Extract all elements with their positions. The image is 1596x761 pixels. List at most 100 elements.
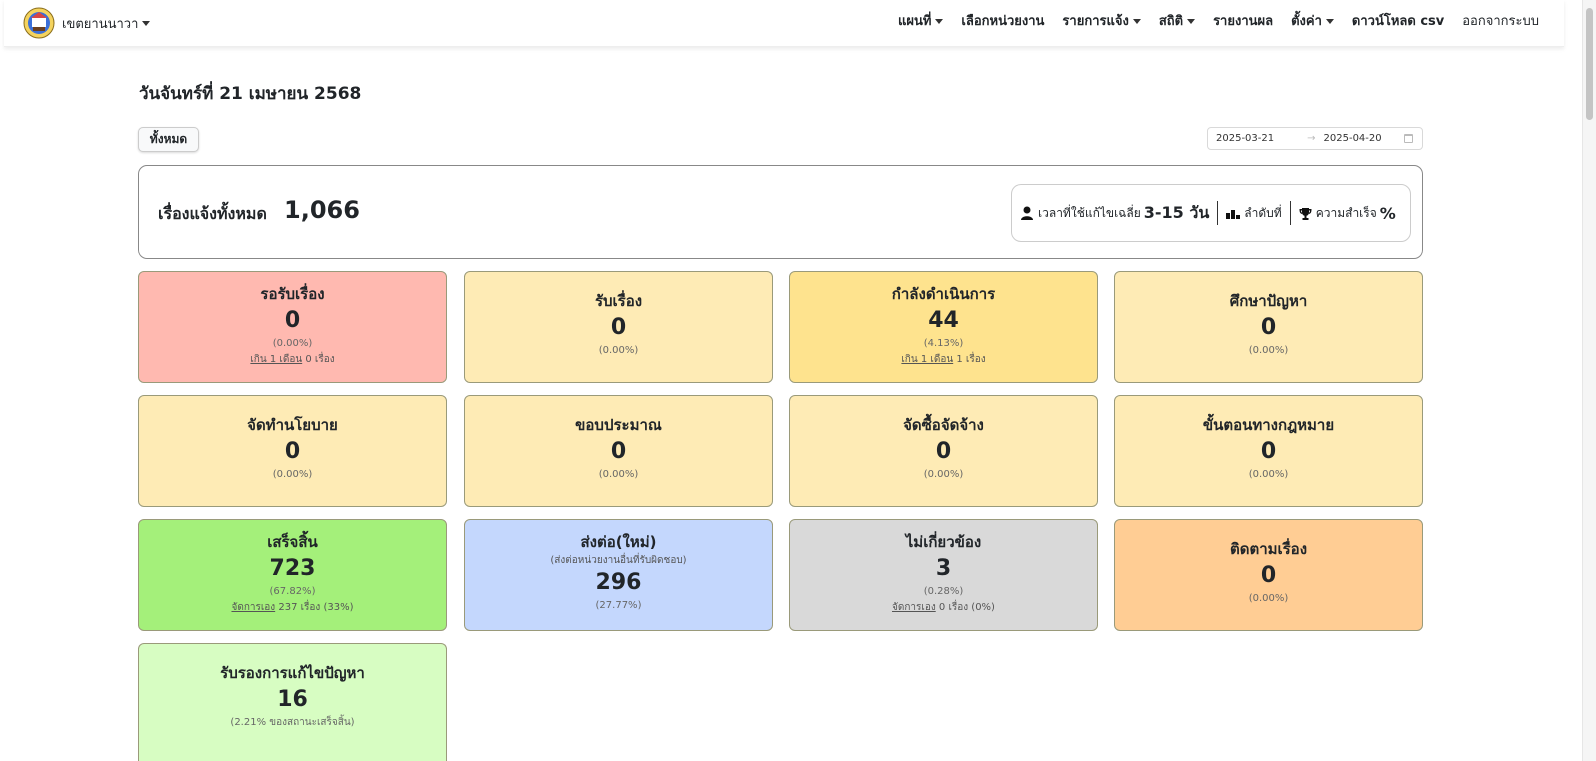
total-reports-value: 1,066 — [284, 196, 360, 224]
card-count: 0 — [1260, 563, 1277, 588]
status-card-inprogress[interactable]: กำลังดำเนินการ 44 (4.13%) เกิน 1 เดือน 1… — [789, 271, 1098, 383]
card-title: รับเรื่อง — [594, 292, 643, 310]
range-start-date[interactable]: 2025-03-21 — [1216, 133, 1275, 144]
card-percent: (0.00%) — [1248, 593, 1289, 604]
status-card-budget[interactable]: ขอบประมาณ 0 (0.00%) — [464, 395, 773, 507]
card-count: 0 — [610, 439, 627, 464]
card-self-handled: จัดการเอง 237 เรื่อง (33%) — [231, 602, 354, 613]
menu-reports-list[interactable]: รายการแจ้ง — [1062, 10, 1141, 31]
card-percent: (0.00%) — [598, 345, 639, 356]
menu-statistics[interactable]: สถิติ — [1159, 10, 1196, 31]
card-title: รอรับเรื่อง — [260, 285, 325, 303]
card-overdue: เกิน 1 เดือน 1 เรื่อง — [901, 354, 986, 365]
card-count: 44 — [928, 308, 959, 333]
card-title: ติดตามเรื่อง — [1229, 540, 1308, 558]
status-card-unrelated[interactable]: ไม่เกี่ยวข้อง 3 (0.28%) จัดการเอง 0 เรื่… — [789, 519, 1098, 631]
status-card-certified[interactable]: รับรองการแก้ไขปัญหา 16 (2.21% ของสถานะเส… — [138, 643, 447, 761]
menu-settings[interactable]: ตั้งค่า — [1291, 10, 1334, 31]
card-title: รับรองการแก้ไขปัญหา — [220, 664, 365, 682]
avg-time-value: 3-15 วัน — [1143, 202, 1210, 222]
calendar-icon — [1404, 134, 1413, 143]
card-title: กำลังดำเนินการ — [891, 285, 996, 303]
page-date-title: วันจันทร์ที่ 21 เมษายน 2568 — [139, 84, 362, 104]
summary-panel: เรื่องแจ้งทั้งหมด 1,066 เวลาที่ใช้แก้ไขเ… — [138, 165, 1423, 259]
chevron-down-icon — [935, 18, 944, 24]
card-percent: (2.21% ของสถานะเสร็จสิ้น) — [230, 717, 355, 728]
card-percent: (0.00%) — [272, 338, 313, 349]
card-percent: (27.77%) — [595, 600, 642, 611]
card-count: 0 — [610, 315, 627, 340]
card-title: เสร็จสิ้น — [267, 533, 318, 551]
menu-select-unit[interactable]: เลือกหน่วยงาน — [961, 13, 1045, 29]
self-handled-link[interactable]: จัดการเอง — [231, 602, 276, 613]
card-count: 0 — [935, 439, 952, 464]
status-card-waiting[interactable]: รอรับเรื่อง 0 (0.00%) เกิน 1 เดือน 0 เรื… — [138, 271, 447, 383]
top-navbar: เขตยานนาวา แผนที่ เลือกหน่วยงาน รายการแจ… — [4, 0, 1564, 47]
chevron-down-icon — [1132, 18, 1141, 24]
card-count: 0 — [1260, 439, 1277, 464]
card-count: 296 — [595, 570, 642, 595]
card-title: จัดทำนโยบาย — [247, 416, 338, 434]
card-percent: (0.00%) — [598, 469, 639, 480]
status-card-procurement[interactable]: จัดซื้อจัดจ้าง 0 (0.00%) — [789, 395, 1098, 507]
menu-map[interactable]: แผนที่ — [898, 10, 944, 31]
card-count: 0 — [1260, 315, 1277, 340]
card-percent: (0.28%) — [923, 586, 964, 597]
total-reports-label: เรื่องแจ้งทั้งหมด — [158, 204, 267, 223]
user-clock-icon — [1021, 206, 1033, 220]
avg-time-label: เวลาที่ใช้แก้ไขเฉลี่ย — [1038, 205, 1141, 220]
card-percent: (0.00%) — [272, 469, 313, 480]
brand-label: เขตยานนาวา — [62, 16, 139, 32]
card-count: 3 — [935, 556, 952, 581]
card-title: ส่งต่อ(ใหม่) — [580, 533, 657, 551]
arrow-right-icon: → — [1307, 133, 1316, 144]
overdue-link[interactable]: เกิน 1 เดือน — [250, 354, 303, 365]
card-title: ไม่เกี่ยวข้อง — [905, 533, 982, 551]
chevron-down-icon — [1325, 18, 1334, 24]
performance-stats: เวลาที่ใช้แก้ไขเฉลี่ย 3-15 วัน ลำดับที่ … — [1011, 184, 1411, 242]
card-count: 16 — [277, 687, 308, 712]
status-card-study[interactable]: ศึกษาปัญหา 0 (0.00%) — [1114, 271, 1423, 383]
status-card-done[interactable]: เสร็จสิ้น 723 (67.82%) จัดการเอง 237 เรื… — [138, 519, 447, 631]
card-count: 0 — [284, 439, 301, 464]
menu-download-csv[interactable]: ดาวน์โหลด csv — [1351, 13, 1445, 29]
page-scrollbar[interactable] — [1582, 0, 1596, 761]
trophy-icon — [1299, 207, 1312, 220]
podium-icon — [1226, 210, 1241, 219]
brand-dropdown[interactable]: เขตยานนาวา — [23, 7, 151, 39]
menu-logout[interactable]: ออกจากระบบ — [1462, 13, 1539, 29]
card-self-handled: จัดการเอง 0 เรื่อง (0%) — [892, 602, 995, 613]
card-percent: (0.00%) — [1248, 469, 1289, 480]
chevron-down-icon — [142, 20, 151, 26]
status-card-follow[interactable]: ติดตามเรื่อง 0 (0.00%) — [1114, 519, 1423, 631]
main-menu: แผนที่ เลือกหน่วยงาน รายการแจ้ง สถิติ รา… — [880, 0, 1539, 40]
success-value: % — [1379, 203, 1396, 223]
status-card-policy[interactable]: จัดทำนโยบาย 0 (0.00%) — [138, 395, 447, 507]
status-card-received[interactable]: รับเรื่อง 0 (0.00%) — [464, 271, 773, 383]
status-card-forward[interactable]: ส่งต่อ(ใหม่) (ส่งต่อหน่วยงานอื่นที่รับผิ… — [464, 519, 773, 631]
card-title: จัดซื้อจัดจ้าง — [903, 416, 984, 434]
card-count: 723 — [269, 556, 316, 581]
district-logo-icon — [23, 7, 55, 39]
self-handled-link[interactable]: จัดการเอง — [892, 602, 936, 613]
scrollbar-thumb[interactable] — [1586, 8, 1593, 120]
menu-results-report[interactable]: รายงานผล — [1213, 13, 1274, 29]
card-title: ศึกษาปัญหา — [1229, 292, 1308, 310]
card-percent: (67.82%) — [269, 586, 316, 597]
card-count: 0 — [284, 308, 301, 333]
rank-label: ลำดับที่ — [1244, 205, 1282, 220]
success-label: ความสำเร็จ — [1315, 205, 1377, 220]
card-percent: (4.13%) — [923, 338, 964, 349]
overdue-link[interactable]: เกิน 1 เดือน — [901, 354, 954, 365]
status-card-legal[interactable]: ขั้นตอนทางกฎหมาย 0 (0.00%) — [1114, 395, 1423, 507]
success-stat: ความสำเร็จ % — [1289, 201, 1404, 225]
card-title: ขั้นตอนทางกฎหมาย — [1202, 416, 1335, 434]
card-overdue: เกิน 1 เดือน 0 เรื่อง — [250, 354, 335, 365]
avg-time-stat: เวลาที่ใช้แก้ไขเฉลี่ย 3-15 วัน — [1012, 201, 1217, 226]
all-filter-button[interactable]: ทั้งหมด — [138, 127, 199, 152]
chevron-down-icon — [1187, 18, 1196, 24]
date-range-picker[interactable]: 2025-03-21 → 2025-04-20 — [1207, 127, 1423, 150]
card-subtitle: (ส่งต่อหน่วยงานอื่นที่รับผิดชอบ) — [550, 555, 687, 566]
range-end-date[interactable]: 2025-04-20 — [1323, 133, 1382, 144]
card-percent: (0.00%) — [1248, 345, 1289, 356]
